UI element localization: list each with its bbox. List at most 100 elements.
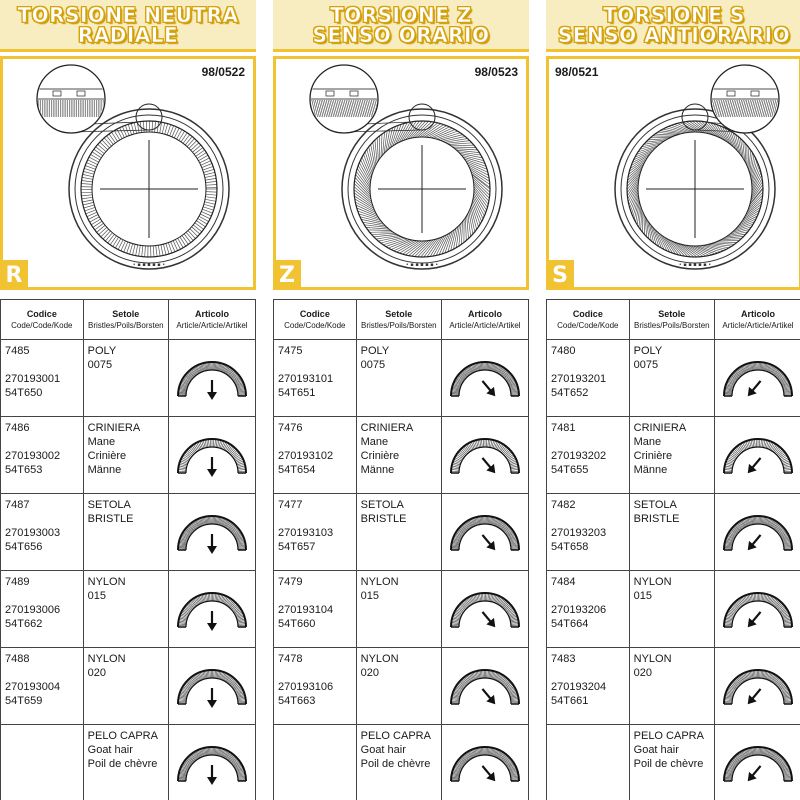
alt-code: 54T651 — [278, 387, 316, 399]
title-line-1: TORSIONE S — [603, 2, 745, 27]
twist-letter-badge: S — [546, 260, 574, 290]
header-bristles: Setole Bristles/Poils/Borsten — [82, 299, 169, 340]
twist-direction-arrow — [481, 688, 496, 705]
twist-direction-arrow — [481, 380, 496, 397]
header-code: Codice Code/Code/Kode — [546, 299, 630, 340]
twist-direction-arrow — [747, 611, 762, 628]
table-row: PELO CAPRA Goat hair Poil de chèvre — [273, 724, 530, 800]
code-cell: 7484 270193206 54T664 — [546, 570, 630, 648]
article-cell — [713, 339, 800, 417]
bristle-cell: SETOLA BRISTLE — [355, 493, 442, 571]
article-cell — [440, 570, 530, 648]
part-number: 270193202 — [551, 450, 607, 462]
svg-text:• ▪ ▪ ▪ ▪ ▪ •: • ▪ ▪ ▪ ▪ ▪ • — [679, 262, 711, 268]
twist-direction-arrow — [747, 380, 762, 397]
alt-code: 54T652 — [551, 387, 589, 399]
twist-direction-arrow — [481, 457, 496, 474]
code-cell: 7486 270193002 54T653 — [0, 416, 84, 494]
table-row: PELO CAPRA Goat hair Poil de chèvre — [546, 724, 800, 800]
bristle-arch-icon — [722, 438, 793, 474]
table-row: 7484 270193206 54T664 NYLON 015 — [546, 570, 800, 648]
table-row: 7477 270193103 54T657 SETOLA BRISTLE — [273, 493, 530, 571]
bristle-arch-icon — [722, 361, 793, 397]
bristle-cell: POLY 0075 — [82, 339, 169, 417]
header-code: Codice Code/Code/Kode — [0, 299, 84, 340]
twist-direction-arrow — [747, 457, 762, 474]
table-row: 7488 270193004 54T659 NYLON 020 — [0, 647, 257, 725]
code-cell — [546, 724, 630, 800]
table-row: 7481 270193202 54T655 CRINIERA Mane Crinière M… — [546, 416, 800, 494]
twist-direction-arrow — [481, 611, 496, 628]
part-number: 270193104 — [278, 604, 334, 616]
article-cell — [713, 647, 800, 725]
table-row: 7478 270193106 54T663 NYLON 020 — [273, 647, 530, 725]
bristle-arch-icon — [176, 438, 247, 477]
bristle-size: 0075 — [633, 359, 659, 371]
svg-text:• ▪ ▪ ▪ ▪ ▪ •: • ▪ ▪ ▪ ▪ ▪ • — [133, 262, 165, 268]
bristle-cell: PELO CAPRA Goat hair Poil de chèvre — [628, 724, 715, 800]
bristle-translation-2: Crinière — [360, 450, 400, 462]
reference-code: 98/0522 — [201, 65, 245, 79]
article-cell — [167, 647, 257, 725]
bristle-size: 020 — [633, 667, 652, 679]
code-cell: 7475 270193101 54T651 — [273, 339, 357, 417]
table-row: 7483 270193204 54T661 NYLON 020 — [546, 647, 800, 725]
bristle-arch-icon — [176, 592, 247, 631]
alt-code: 54T660 — [278, 618, 316, 630]
bristle-cell: SETOLA BRISTLE — [82, 493, 169, 571]
bristle-size: Männe — [633, 464, 668, 476]
article-code: 7481 — [551, 422, 576, 434]
twist-direction-arrow — [481, 534, 496, 551]
twist-direction-arrow — [481, 765, 496, 782]
brush-diagram: • ▪ ▪ ▪ ▪ ▪ • — [614, 64, 780, 270]
bristle-ring — [353, 120, 491, 258]
bristle-arch-icon — [176, 515, 247, 554]
article-cell — [167, 493, 257, 571]
alt-code: 54T661 — [551, 695, 589, 707]
alt-code: 54T655 — [551, 464, 589, 476]
twist-direction-arrow — [206, 765, 217, 785]
diagram-panel: • ▪ ▪ ▪ ▪ ▪ • 98/0523 Z — [273, 56, 529, 290]
bristle-type: PELO CAPRA — [87, 730, 158, 742]
bristle-type: SETOLA — [360, 499, 404, 511]
product-table: Codice Code/Code/Kode Setole Bristles/Poils… — [546, 299, 800, 800]
bristle-type: POLY — [87, 345, 117, 357]
twist-direction-arrow — [747, 534, 762, 551]
bristle-cell: PELO CAPRA Goat hair Poil de chèvre — [355, 724, 442, 800]
bristle-arch-icon — [722, 746, 793, 782]
bristle-translation-1: Goat hair — [633, 744, 679, 756]
header-article: Articolo Article/Article/Artikel — [167, 299, 257, 340]
title-line-1: TORSIONE Z — [330, 2, 472, 27]
article-cell — [713, 570, 800, 648]
product-table: Codice Code/Code/Kode Setole Bristles/Poils… — [0, 299, 257, 800]
bristle-cell: CRINIERA Mane Crinière Männe — [82, 416, 169, 494]
table-row: 7476 270193102 54T654 CRINIERA Mane Crinière M… — [273, 416, 530, 494]
code-cell: 7485 270193001 54T650 — [0, 339, 84, 417]
article-cell — [713, 493, 800, 571]
bristle-size: 0075 — [87, 359, 113, 371]
bristle-translation-1: Goat hair — [360, 744, 406, 756]
bristle-type: SETOLA — [633, 499, 677, 511]
table-row: 7489 270193006 54T662 NYLON 015 — [0, 570, 257, 648]
code-cell: 7479 270193104 54T660 — [273, 570, 357, 648]
bristle-type: CRINIERA — [87, 422, 141, 434]
article-code: 7487 — [5, 499, 30, 511]
bristle-arch-icon — [449, 515, 520, 551]
diagram-panel: • ▪ ▪ ▪ ▪ ▪ • 98/0522 R — [0, 56, 256, 290]
bristle-arch-icon — [722, 669, 793, 705]
part-number: 270193002 — [5, 450, 61, 462]
brush-diagram: • ▪ ▪ ▪ ▪ ▪ • — [36, 64, 230, 270]
bristle-size: 015 — [360, 590, 379, 602]
bristle-type: NYLON — [87, 653, 126, 665]
bristle-translation-1: Mane — [360, 436, 389, 448]
bristle-arch-icon — [449, 438, 520, 474]
alt-code: 54T662 — [5, 618, 43, 630]
bristle-arch-icon — [449, 361, 520, 397]
title-line-2: RADIALE — [77, 22, 179, 47]
article-cell — [440, 339, 530, 417]
part-number: 270193201 — [551, 373, 607, 385]
bristle-translation-2: Crinière — [87, 450, 127, 462]
twist-direction-arrow — [747, 765, 762, 782]
twist-letter-badge: Z — [273, 260, 301, 290]
article-cell — [167, 724, 257, 800]
